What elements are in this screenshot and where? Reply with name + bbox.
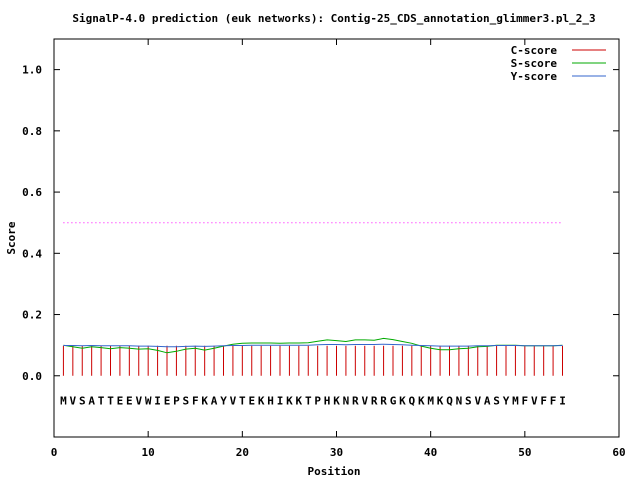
sequence-letter: K [418,394,425,407]
sequence-letter: V [230,394,237,407]
x-tick-label: 40 [424,446,437,459]
plot-frame [53,38,620,438]
sequence-letter: V [474,394,481,407]
sequence-letter: T [239,394,246,407]
y-axis: 0.0 0.2 0.4 0.6 0.8 1.0 [22,64,619,383]
sequence-letter: A [88,394,95,407]
chart-title: SignalP-4.0 prediction (euk networks): C… [72,12,595,25]
sequence-letter: Y [220,394,227,407]
sequence-letter: W [145,394,152,407]
y-tick-label: 0.4 [22,247,42,260]
y-tick-label: 1.0 [22,64,42,77]
sequence-letter: F [192,394,199,407]
x-tick-label: 50 [518,446,531,459]
sequence-letter: S [465,394,472,407]
sequence-letter: K [286,394,293,407]
x-tick-label: 10 [142,446,155,459]
x-axis-label: Position [308,465,361,478]
sequence-letter: M [512,394,519,407]
x-tick-label: 0 [51,446,58,459]
sequence-letter: R [352,394,359,407]
sequence-letter: H [324,394,331,407]
y-tick-label: 0.6 [22,186,42,199]
sequence-letter: P [173,394,180,407]
sequence-letter: K [437,394,444,407]
sequence-letter: K [201,394,208,407]
sequence-letter: I [559,394,566,407]
x-tick-label: 30 [330,446,343,459]
y-tick-label: 0.8 [22,125,42,138]
sequence-letter: V [135,394,142,407]
sequence-letter: N [456,394,463,407]
sequence-letter: E [117,394,124,407]
sequence-letter: H [267,394,274,407]
s-score-series [63,337,563,354]
sequence-letter: V [361,394,368,407]
sequence-letter: Y [503,394,510,407]
legend-label: C-score [511,44,558,57]
y-tick-label: 0.0 [22,370,42,383]
x-tick-label: 60 [612,446,625,459]
sequence-letter: A [211,394,218,407]
sequence-letter: I [154,394,161,407]
sequence-letter: F [522,394,529,407]
sequence-letter: T [305,394,312,407]
sequence-letter: Q [446,394,453,407]
sequence-letter: S [79,394,86,407]
sequence-letter: F [540,394,547,407]
sequence-letter: V [70,394,77,407]
sequence-letter: A [484,394,491,407]
sequence-letter: G [390,394,397,407]
sequence-letter: R [371,394,378,407]
sequence-letter: M [60,394,67,407]
sequence-letter: N [343,394,350,407]
sequence-letter: K [296,394,303,407]
sequence-letter: R [380,394,387,407]
sequence-letter: M [427,394,434,407]
sequence-letter: I [277,394,284,407]
sequence-letter: S [493,394,500,407]
x-axis: 0 10 20 30 40 50 60 [51,39,626,459]
legend-label: Y-score [511,70,558,83]
y-tick-label: 0.2 [22,309,42,322]
sequence-letter: K [333,394,340,407]
sequence-letter: P [314,394,321,407]
sequence-letter: E [248,394,255,407]
y-score-series [63,343,563,348]
x-tick-label: 20 [236,446,249,459]
sequence-letter: T [98,394,105,407]
legend-label: S-score [511,57,558,70]
sequence-letter: S [183,394,190,407]
sequence-letter: K [258,394,265,407]
sequence-letter: T [107,394,114,407]
sequence-letter: Q [409,394,416,407]
y-axis-label: Score [5,221,18,254]
sequence-letter: V [531,394,538,407]
sequence-letter: K [399,394,406,407]
sequence-letter: E [126,394,133,407]
sequence-letter: E [164,394,171,407]
c-score-series [62,345,563,376]
sequence-letter: F [550,394,557,407]
